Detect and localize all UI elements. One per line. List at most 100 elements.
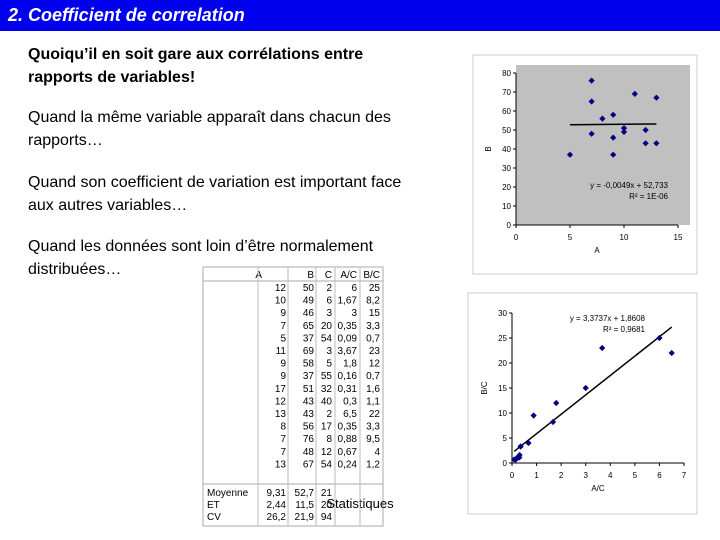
cell: 2,44 (267, 500, 287, 511)
y-tick-label: 30 (498, 309, 507, 318)
y-tick-label: 40 (502, 145, 511, 154)
cell: 37 (303, 333, 315, 344)
cell: 9 (280, 371, 286, 382)
cell: 1,1 (366, 396, 380, 407)
x-tick-label: 4 (608, 471, 613, 480)
y-tick-label: 60 (502, 107, 511, 116)
cell: 20 (321, 321, 333, 332)
y-tick-label: 20 (498, 359, 507, 368)
y-tick-label: 10 (498, 409, 507, 418)
cell: 26,2 (267, 512, 287, 523)
x-tick-label: 6 (657, 471, 662, 480)
cell: 3,3 (366, 321, 380, 332)
line: rapports… (28, 132, 103, 149)
y-tick-label: 10 (502, 202, 511, 211)
paragraph: Quand les données sont loin d’être norma… (28, 235, 373, 281)
cell: 13 (275, 409, 287, 420)
paragraph: Quoiqu’il en soit gare aux corrélations … (28, 43, 363, 89)
cell: 15 (369, 308, 381, 319)
y-tick-label: 80 (502, 69, 511, 78)
x-tick-label: 10 (620, 233, 629, 242)
cell: 43 (303, 409, 315, 420)
cell: 65 (303, 321, 315, 332)
y-axis-label: B (484, 146, 493, 151)
cell: 0,7 (366, 333, 380, 344)
cell: 7 (280, 434, 286, 445)
line: Quand la même variable apparaît dans cha… (28, 109, 391, 126)
cell: 50 (303, 283, 315, 294)
cell: 9 (280, 359, 286, 370)
cell: 4 (374, 447, 380, 458)
cell: 6 (351, 283, 357, 294)
equation: y = 3,3737x + 1,8608 (570, 314, 646, 323)
y-tick-label: 0 (503, 459, 508, 468)
cell: 0,88 (338, 434, 358, 445)
cell: 10 (275, 296, 287, 307)
equation: y = -0,0049x + 52,733 (590, 181, 668, 190)
x-tick-label: 5 (633, 471, 638, 480)
cell: 0,35 (338, 422, 358, 433)
line: distribuées… (28, 261, 122, 278)
cell: 76 (303, 434, 315, 445)
line: Quand les données sont loin d’être norma… (28, 238, 374, 255)
cell: CV (207, 512, 221, 523)
column-header: A/C (340, 270, 357, 281)
column-header: B (307, 270, 314, 281)
title: 2. Coefficient de correlation (8, 5, 245, 25)
title-bar: 2. Coefficient de correlation (0, 0, 720, 31)
cell: 6 (326, 296, 332, 307)
line: Quand son coefficient de variation est i… (28, 174, 402, 191)
cell: 0,67 (338, 447, 358, 458)
cell: 2 (326, 409, 332, 420)
cell: 46 (303, 308, 315, 319)
cell: 11,5 (295, 500, 314, 511)
y-tick-label: 50 (502, 126, 511, 135)
chart-frame (467, 292, 698, 515)
x-tick-label: 15 (674, 233, 683, 242)
cell: 6,5 (343, 409, 357, 420)
equation: R² = 1E-06 (629, 192, 668, 201)
x-tick-label: 0 (514, 233, 519, 242)
cell: 9,31 (267, 488, 287, 499)
column-header: C (325, 270, 332, 281)
cell: 32 (321, 384, 333, 395)
cell: Moyenne (207, 488, 249, 499)
cell: 67 (303, 459, 315, 470)
cell: 54 (321, 333, 333, 344)
cell: 8,2 (366, 296, 380, 307)
cell: 40 (321, 396, 333, 407)
plot-area (516, 65, 690, 225)
table-frame (202, 266, 384, 527)
y-tick-label: 15 (498, 384, 507, 393)
y-tick-label: 5 (503, 434, 508, 443)
x-axis-label: A (594, 246, 600, 255)
cell: 23 (369, 346, 381, 357)
cell: 94 (321, 512, 333, 523)
y-tick-label: 30 (502, 164, 511, 173)
cell: 0,31 (338, 384, 358, 395)
cell: 20 (321, 500, 333, 511)
cell: 3,3 (366, 422, 380, 433)
y-axis-label: B/C (480, 381, 489, 395)
cell: 1,8 (343, 359, 357, 370)
x-tick-label: 2 (559, 471, 564, 480)
cell: 3 (326, 346, 332, 357)
column-header: A (255, 270, 262, 281)
point (588, 98, 595, 105)
cell: 37 (303, 371, 315, 382)
x-tick-label: 5 (568, 233, 573, 242)
cell: 0,24 (338, 459, 358, 470)
cell: 0,16 (338, 371, 358, 382)
cell: 3,67 (338, 346, 358, 357)
cell: 9,5 (366, 434, 380, 445)
cell: 58 (303, 359, 315, 370)
line: rapports de variables! (28, 69, 196, 86)
cell: ET (207, 500, 220, 511)
x-tick-label: 3 (583, 471, 588, 480)
cell: 43 (303, 396, 315, 407)
cell: 12 (369, 359, 381, 370)
y-tick-label: 0 (507, 221, 512, 230)
cell: 8 (280, 422, 286, 433)
